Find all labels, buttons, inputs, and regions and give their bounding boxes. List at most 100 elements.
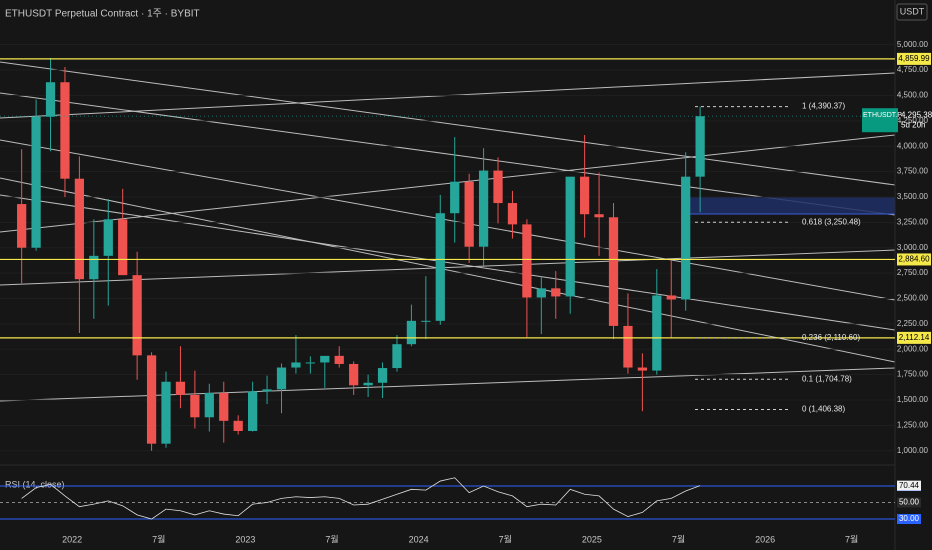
rsi-tick-badge [897,497,921,508]
candle-body [435,213,445,321]
level-label: 2,112.14 [899,333,930,342]
y-tick-label: 2,250.00 [897,319,929,328]
candle-body [320,355,330,363]
trendlines [0,61,896,402]
last-price-symbol: ETHUSDT.P [863,112,902,119]
candle-body [291,362,301,368]
fib-label: 0.618 (3,250.48) [802,217,861,226]
y-tick-label: 3,250.00 [897,217,929,226]
fib-label: 1 (4,390.37) [802,102,845,111]
countdown: 5d 20h [901,120,925,129]
y-tick-label: 4,250.00 [897,116,929,125]
y-tick-label: 3,500.00 [897,192,929,201]
y-tick-label: 3,000.00 [897,243,929,252]
fib-label: 0.236 (2,110.60) [802,333,860,342]
last-price-badge [862,108,898,133]
y-tick-label: 1,500.00 [897,395,929,404]
candle-body [190,394,200,418]
trendline [0,61,896,186]
candle-body [681,176,691,300]
rsi-last-label: 70.44 [899,481,920,490]
candle-body [580,176,590,215]
candle-body [551,288,561,297]
candle-body [493,170,503,204]
candle-body [248,391,258,431]
trendline [0,194,896,331]
y-tick-label: 2,000.00 [897,344,929,353]
candle-body [608,217,619,326]
fib-label: 0.1 (1,704.78) [802,374,852,383]
candle-body [478,170,489,247]
y-tick-label: 1,750.00 [897,370,929,379]
y-tick-label: 5,000.00 [897,40,929,49]
candle-body [623,325,633,368]
candle-body [637,367,647,371]
trendline [0,177,896,363]
candle-body [421,320,431,322]
candle-body [233,420,243,431]
candle-body [89,255,99,280]
chart-title: ETHUSDT Perpetual Contract · 1주 · BYBIT [5,9,200,20]
rsi-line [21,477,701,520]
y-tick-label: 4,750.00 [897,65,929,74]
trendline [0,92,896,216]
candle-body [103,219,113,256]
y-tick-label: 30.00 [899,514,920,523]
candle-body [392,344,402,369]
currency-button[interactable] [896,3,928,21]
candle-body [60,82,70,179]
x-tick-label: 2024 [409,534,429,544]
x-tick-label: 7월 [672,533,685,544]
x-tick-label: 7월 [845,533,858,544]
x-tick-label: 2022 [62,534,82,544]
candle-body [652,295,662,371]
candle-body [305,362,315,364]
y-tick-label: 4,000.00 [897,141,929,150]
fib-label: 0 (1,406.38) [802,405,845,414]
candle-body [219,392,229,421]
level-badge [897,52,931,65]
candle-body [17,204,27,248]
last-price-label: 4,295.38 [901,110,932,119]
candle-body [276,367,287,390]
candle-body [204,392,214,418]
x-tick-label: 7월 [152,533,165,544]
candle-body [522,224,532,298]
x-tick-label: 2026 [755,534,775,544]
candle-body [175,381,186,395]
candle-body [464,181,474,247]
rsi-title: RSI (14, close) [5,479,65,489]
x-tick-label: 7월 [325,533,338,544]
x-tick-label: 2023 [235,534,255,544]
level-label: 4,859.99 [898,54,930,63]
candle-body [31,116,41,248]
candle-body [377,368,388,383]
candle-body [507,203,518,225]
candle-body [349,363,359,386]
candle-body [450,181,460,214]
candle-body [118,219,128,276]
trendline [0,134,896,233]
y-tick-label: 50.00 [899,498,920,507]
candle-body [565,176,575,297]
y-tick-label: 1,250.00 [897,421,929,430]
candle-body [45,82,56,117]
rsi-last-badge [897,480,921,491]
candle-body [363,382,373,386]
y-tick-label: 4,500.00 [897,91,929,100]
candle-body [695,116,705,177]
demand-zone [687,196,896,215]
level-badge [897,253,931,266]
level-badge [897,331,931,344]
currency-label[interactable]: USDT [900,6,925,16]
candle-body [262,389,272,392]
y-tick-label: 2,500.00 [897,294,929,303]
candle-body [594,214,604,218]
y-tick-label: 1,000.00 [897,446,929,455]
level-label: 2,884.60 [898,255,930,264]
candle-body [74,178,85,280]
y-tick-label: 3,750.00 [897,167,929,176]
x-tick-label: 7월 [499,533,512,544]
